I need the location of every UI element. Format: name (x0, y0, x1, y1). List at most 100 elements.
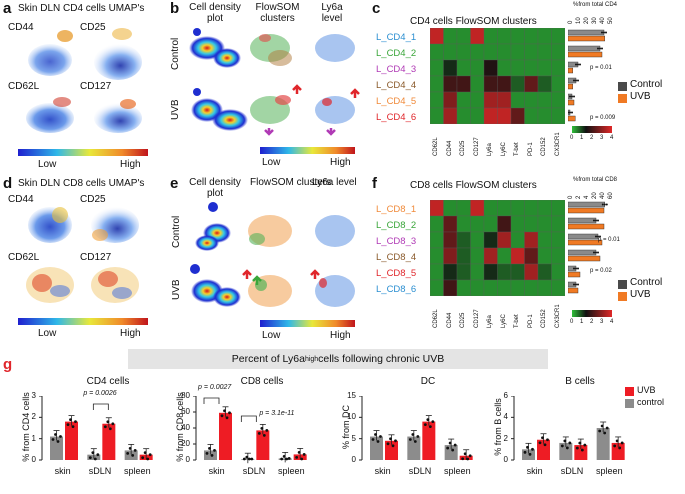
panel_c-axis-tick: 50 (608, 17, 614, 24)
bar-dot (605, 203, 608, 206)
panel-c-legend-control-swatch (618, 82, 627, 91)
panel-a-marker-cd25: CD25 (80, 22, 106, 33)
heatmap-cell (524, 279, 539, 296)
heatmap-cell (443, 59, 458, 77)
panel-d-title: Skin DLN CD8 cells UMAP's (18, 178, 145, 189)
panel_c-marker-label: CD62L (433, 137, 439, 156)
x-tick-label: spleen (124, 466, 151, 476)
heatmap-cell (524, 200, 539, 217)
panel_c-cluster-label: L_CD4_5 (376, 96, 417, 107)
panel_c-colorbar-tick: 3 (600, 135, 604, 141)
cluster-bar-uvb (568, 271, 581, 278)
panel_f-colorbar-tick: 1 (580, 319, 584, 325)
heatmap-cell (497, 231, 512, 249)
panel_f-marker-label: CX3CR1 (554, 304, 561, 328)
heatmap-cell (456, 279, 471, 296)
data-dot (148, 453, 152, 457)
bar-dot (597, 219, 599, 222)
panel-d-marker-cd127: CD127 (80, 252, 112, 263)
chart-annotation: p = 0.0026 (83, 390, 117, 397)
heatmap-cell (524, 231, 539, 249)
cluster-bar-uvb (568, 35, 605, 42)
panel-b-letter: b (170, 0, 180, 17)
heatmap-cell (430, 59, 444, 77)
heatmap-cell (551, 263, 565, 281)
panel-d-marker-cd62l: CD62L (8, 252, 40, 263)
panel-f-title: CD8 cells FlowSOM clusters (410, 180, 537, 191)
y-tick-label: 6 (503, 391, 508, 400)
panel_c-marker-label: CD25 (460, 140, 466, 156)
cluster-bar-uvb (568, 67, 574, 74)
panel_f-marker-label: Ly6a (487, 315, 493, 328)
data-dot (74, 420, 77, 423)
x-tick-label: spleen (444, 466, 471, 476)
data-dot (141, 456, 145, 460)
panel-f-legend-control: Control (630, 277, 663, 288)
data-dot (466, 457, 470, 461)
data-dot (560, 444, 564, 448)
bar-uvb (422, 421, 436, 460)
data-dot (468, 454, 472, 458)
cluster-bar-control (568, 233, 599, 240)
data-dot (526, 445, 529, 449)
panel_f-axis-tick: 60 (608, 192, 614, 199)
bar-dot (579, 63, 581, 66)
heatmap-cell (443, 28, 458, 45)
panel-d-letter: d (3, 175, 13, 192)
heatmap-cell (510, 43, 525, 61)
y-tick-label: 3 (31, 391, 36, 400)
y-tick-label: 80 (181, 391, 190, 400)
data-dot (225, 416, 229, 420)
cluster-bar-uvb (568, 99, 575, 106)
panel-f-axis-title: %from total CD8 (573, 177, 618, 183)
significance-bracket (203, 397, 220, 404)
panel-d-scale-low: Low (38, 328, 57, 339)
data-dot (111, 422, 115, 426)
heatmap-cell (456, 215, 471, 233)
data-dot (583, 443, 587, 447)
heatmap-cell (537, 231, 552, 249)
data-dot (280, 457, 284, 461)
heatmap-cell (470, 28, 485, 45)
panel-f-letter: f (372, 175, 377, 192)
data-dot (423, 423, 427, 426)
y-tick-label: 10 (347, 412, 356, 422)
heatmap-cell (443, 263, 458, 281)
bar-dot (575, 267, 577, 270)
panel_c-colorbar-tick: 4 (610, 135, 614, 141)
heatmap-cell (537, 215, 552, 233)
panel_c-cluster-label: L_CD4_4 (376, 80, 417, 91)
heatmap-cell (483, 279, 498, 296)
bar-dot (595, 235, 597, 238)
bar-dot (597, 235, 599, 238)
heatmap-cell (524, 43, 539, 61)
data-dot (250, 457, 254, 461)
data-dot (205, 452, 209, 455)
panel_f-cluster-label: L_CD8_6 (376, 284, 417, 295)
heatmap-cell (551, 28, 565, 45)
bar-dot (601, 203, 604, 206)
heatmap-cell (430, 279, 444, 296)
panel-c-pvalue-2: p = 0.009 (590, 115, 616, 121)
data-dot (416, 435, 420, 438)
bar-uvb (65, 421, 78, 460)
x-tick-label: sDLN (560, 466, 584, 476)
cluster-bar-uvb (568, 51, 603, 58)
panel-a-letter: a (3, 0, 12, 17)
cluster-bar-control (568, 45, 601, 52)
panel-c-legend-control: Control (630, 79, 663, 90)
bar-dot (593, 219, 595, 222)
heatmap-cell (470, 279, 485, 296)
data-dot (56, 440, 60, 443)
cluster-bar-control (568, 201, 605, 208)
data-dot (379, 435, 382, 438)
panel_f-marker-label: PD-1 (527, 314, 534, 328)
x-tick-label: sDLN (88, 466, 112, 476)
panel_c-marker-label: CD152 (541, 137, 547, 156)
data-dot (220, 414, 224, 418)
data-dot (568, 441, 572, 445)
panel-d-colorbar (18, 318, 148, 325)
heatmap-cell (510, 107, 525, 124)
bar-dot (573, 95, 575, 98)
panel-f-bars (568, 201, 608, 294)
